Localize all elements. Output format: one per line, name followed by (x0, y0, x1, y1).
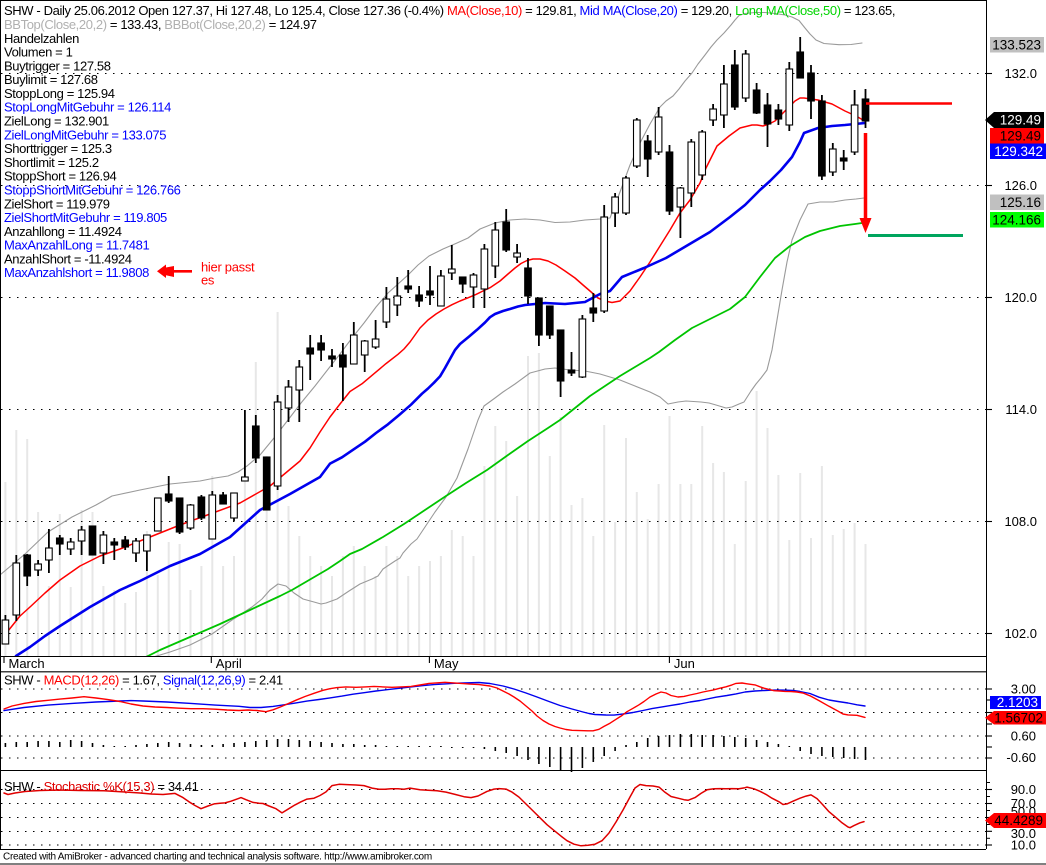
svg-text:30.0: 30.0 (1011, 826, 1036, 841)
svg-text:May: May (434, 656, 459, 671)
svg-text:2.1203: 2.1203 (997, 695, 1038, 710)
svg-text:102.0: 102.0 (1004, 626, 1037, 641)
svg-text:ZielLong = 132.901: ZielLong = 132.901 (4, 114, 109, 129)
svg-text:-0.60: -0.60 (1006, 750, 1036, 765)
svg-text:StoppLong = 125.94: StoppLong = 125.94 (4, 86, 115, 101)
svg-text:MaxAnzahlLong = 11.7481: MaxAnzahlLong = 11.7481 (4, 238, 149, 253)
svg-text:1.56702: 1.56702 (994, 711, 1043, 726)
svg-text:hier passt: hier passt (201, 260, 255, 275)
svg-text:70.0: 70.0 (1011, 796, 1036, 811)
svg-text:124.166: 124.166 (992, 212, 1041, 227)
svg-text:120.0: 120.0 (1004, 290, 1037, 305)
svg-text:SHW - Daily 25.06.2012 Open 12: SHW - Daily 25.06.2012 Open 127.37, Hi 1… (4, 3, 895, 18)
svg-text:126.0: 126.0 (1004, 178, 1037, 193)
svg-text:10.0: 10.0 (1011, 838, 1036, 853)
svg-text:129.342: 129.342 (994, 144, 1043, 159)
svg-text:SHW - Stochastic %K(15,3) = 34: SHW - Stochastic %K(15,3) = 34.41 (4, 779, 199, 794)
svg-text:ZielShortMitGebuhr = 119.805: ZielShortMitGebuhr = 119.805 (4, 210, 167, 225)
svg-text:March: March (9, 656, 45, 671)
svg-text:BBTop(Close,20,2) = 133.43, BB: BBTop(Close,20,2) = 133.43, BBBot(Close,… (4, 17, 317, 32)
svg-text:StopLongMitGebuhr = 126.114: StopLongMitGebuhr = 126.114 (4, 100, 171, 115)
svg-text:Volumen = 1: Volumen = 1 (4, 45, 73, 60)
svg-text:StoppShort = 126.94: StoppShort = 126.94 (4, 169, 117, 184)
svg-text:ZielShort = 119.979: ZielShort = 119.979 (4, 196, 110, 211)
svg-text:April: April (216, 656, 242, 671)
svg-text:Shorttrigger = 125.3: Shorttrigger = 125.3 (4, 141, 112, 156)
svg-text:3.00: 3.00 (1011, 682, 1036, 697)
svg-text:Shortlimit = 125.2: Shortlimit = 125.2 (4, 155, 99, 170)
svg-text:AnzahlShort = -11.4924: AnzahlShort = -11.4924 (4, 251, 132, 266)
svg-text:Buytrigger = 127.58: Buytrigger = 127.58 (4, 58, 111, 73)
svg-text:125.16: 125.16 (1000, 195, 1041, 210)
svg-text:108.0: 108.0 (1004, 514, 1037, 529)
svg-text:Buylimit = 127.68: Buylimit = 127.68 (4, 72, 98, 87)
svg-text:es: es (201, 273, 215, 288)
svg-text:Created with AmiBroker - advan: Created with AmiBroker - advanced charti… (3, 852, 432, 863)
svg-text:ZielLongMitGebuhr = 133.075: ZielLongMitGebuhr = 133.075 (4, 127, 166, 142)
svg-text:90.0: 90.0 (1011, 782, 1036, 797)
svg-text:Handelzahlen: Handelzahlen (4, 31, 79, 46)
svg-text:129.49: 129.49 (1000, 113, 1041, 128)
svg-text:Jun: Jun (674, 656, 695, 671)
svg-text:0.60: 0.60 (1011, 729, 1036, 744)
svg-text:StoppShortMitGebuhr = 126.766: StoppShortMitGebuhr = 126.766 (4, 183, 181, 198)
svg-text:SHW - MACD(12,26) = 1.67, Sign: SHW - MACD(12,26) = 1.67, Signal(12,26,9… (4, 673, 283, 688)
svg-text:44.4289: 44.4289 (994, 813, 1043, 828)
svg-text:114.0: 114.0 (1005, 402, 1037, 417)
svg-text:132.0: 132.0 (1004, 66, 1037, 81)
svg-text:129.49: 129.49 (1000, 128, 1041, 143)
svg-text:133.523: 133.523 (992, 38, 1041, 53)
svg-text:Anzahllong = 11.4924: Anzahllong = 11.4924 (4, 224, 122, 239)
svg-text:MaxAnzahlshort = 11.9808: MaxAnzahlshort = 11.9808 (4, 265, 149, 280)
